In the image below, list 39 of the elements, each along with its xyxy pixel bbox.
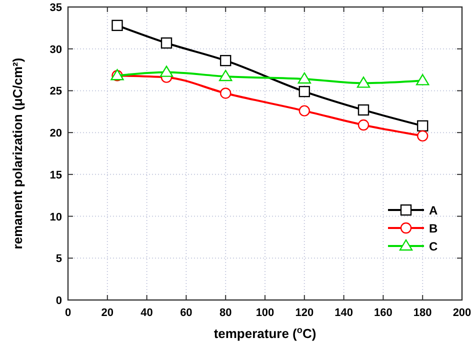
x-tick-label: 40 [140,307,153,319]
legend-label: C [429,240,438,254]
x-tick-label: 120 [295,307,314,319]
point [356,76,370,88]
point [358,104,370,116]
x-tick-label: 140 [334,307,353,319]
x-tick-label: 180 [413,307,432,319]
legend-label: B [429,222,438,236]
x-tick-label: 60 [180,307,192,319]
point [298,72,311,84]
point [298,105,310,116]
point [416,74,430,86]
y-tick-label: 15 [50,169,62,182]
y-tick-label: 35 [50,2,62,14]
x-tick-label: 0 [64,307,72,319]
y-tick-label: 0 [56,295,62,307]
y-tick-label: 25 [50,86,62,98]
y-tick-label: 10 [50,211,62,224]
y-tick-label: 5 [56,253,62,266]
legend-label: A [429,204,438,218]
point [220,88,232,99]
point [219,70,232,82]
x-tick-label: 100 [256,307,274,319]
point [220,54,232,66]
point [112,20,123,32]
point [417,130,428,142]
point [160,66,174,77]
x-tick-label: 200 [452,307,472,319]
x-axis-title: temperature ($^{o}$C) [214,325,316,341]
y-tick-label: 30 [50,44,62,56]
x-tick-label: 80 [219,307,232,319]
x-tick-label: 160 [374,307,392,319]
point [298,86,310,98]
y-axis-title: remanent polarization (μC/cm²) [10,58,25,250]
point [160,37,172,49]
x-tick-label: 20 [101,307,114,319]
point [417,120,428,132]
y-tick-label: 20 [50,128,62,140]
point [358,119,370,131]
